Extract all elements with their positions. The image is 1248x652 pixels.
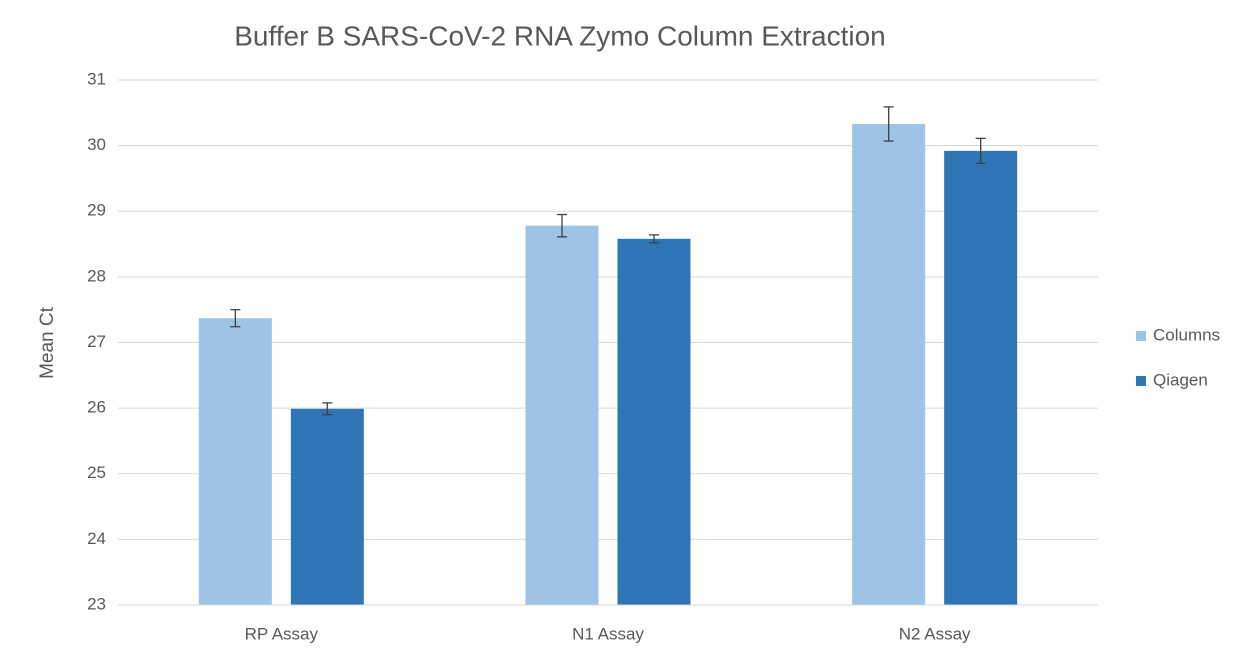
error-bar [322,402,333,416]
y-tick-label: 24 [87,529,106,548]
legend-swatch [1136,376,1146,386]
x-tick-label: N2 Assay [899,624,971,643]
y-tick-label: 31 [87,69,106,88]
error-bar [557,213,567,238]
legend-swatch [1136,331,1146,341]
chart-title: Buffer B SARS-CoV-2 RNA Zymo Column Extr… [234,20,886,51]
y-tick-label: 30 [87,135,106,154]
bar [852,123,926,605]
y-tick-label: 29 [87,201,106,220]
y-tick-label: 26 [87,398,106,417]
x-tick-label: N1 Assay [572,624,644,643]
bar [944,150,1018,605]
error-bar [883,106,894,142]
y-tick-label: 25 [87,463,106,482]
error-bar [230,309,241,328]
error-bar [975,137,986,164]
legend-label: Columns [1153,325,1220,344]
bar [525,225,599,605]
error-bar [649,234,659,244]
y-tick-label: 27 [87,332,106,351]
y-tick-label: 23 [87,594,106,613]
legend-label: Qiagen [1153,370,1208,389]
y-axis-label: Mean Ct [37,306,58,379]
bar [198,318,272,605]
bar [290,408,364,605]
y-tick-label: 28 [87,266,106,285]
bar [617,238,691,605]
x-tick-label: RP Assay [245,624,319,643]
